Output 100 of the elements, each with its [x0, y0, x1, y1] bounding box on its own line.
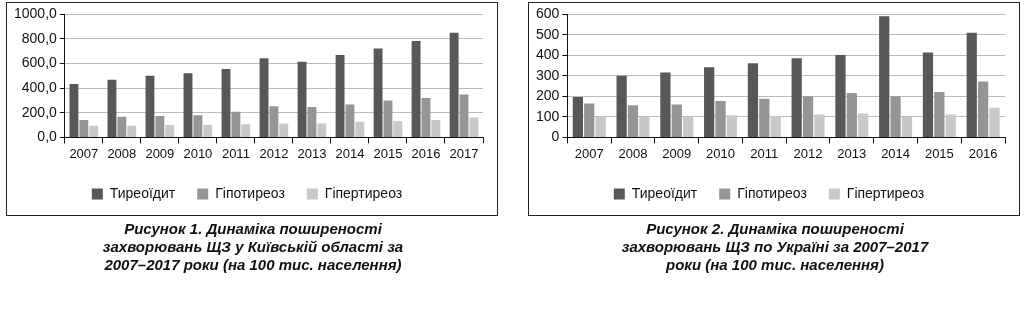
bar — [978, 81, 989, 137]
bar — [145, 75, 155, 137]
bar — [814, 114, 825, 137]
x-tick-label: 2013 — [297, 145, 327, 161]
x-tick-label: 2012 — [259, 145, 289, 161]
bar — [221, 69, 231, 137]
bar — [259, 58, 269, 137]
bar — [879, 16, 890, 137]
bar — [335, 54, 345, 137]
x-tick-label: 2013 — [837, 145, 867, 161]
text: Рисунок 1. Динаміка поширеності захворювань ЩЗ у Київській області за 2007–2017 роки (на 100 тис. населення) — [101, 220, 405, 274]
bar — [616, 75, 627, 137]
bar — [945, 114, 956, 137]
bar — [383, 100, 393, 137]
y-tick-label: 400 — [536, 46, 560, 63]
bar — [683, 116, 694, 137]
x-tick-label: 2010 — [183, 145, 213, 161]
bar — [934, 92, 945, 137]
x-tick-label: 2015 — [373, 145, 403, 161]
bar — [802, 96, 814, 137]
bar — [107, 79, 117, 137]
x-tick-label: 2016 — [968, 145, 998, 161]
bar — [704, 67, 715, 137]
y-tick-label: 100 — [536, 107, 560, 124]
y-tick-label: 200 — [536, 87, 560, 104]
x-tick-label: 2011 — [750, 145, 779, 161]
y-tick-label: 600,0 — [21, 54, 58, 71]
x-tick-label: 2016 — [411, 145, 441, 161]
bar — [89, 125, 99, 137]
bar — [966, 32, 977, 137]
legend-label: Гіпотиреоз — [215, 184, 285, 201]
x-tick-label: 2014 — [881, 145, 911, 161]
bar — [269, 106, 279, 137]
bar — [373, 48, 383, 137]
legend-label: Гіпотиреоз — [737, 184, 807, 201]
bar — [901, 116, 913, 137]
bar — [449, 32, 459, 137]
y-tick-label: 200,0 — [21, 103, 58, 120]
x-tick-label: 2011 — [221, 145, 250, 161]
x-tick-label: 2009 — [662, 145, 692, 161]
bar — [165, 125, 175, 137]
bar — [858, 113, 869, 137]
bar — [759, 98, 770, 137]
x-tick-label: 2007 — [69, 145, 99, 161]
x-tick-label: 2017 — [449, 145, 479, 161]
bar — [846, 92, 857, 137]
bar — [421, 97, 431, 137]
bar — [155, 116, 165, 137]
bar — [835, 54, 846, 137]
y-tick-label: 0 — [551, 128, 560, 145]
bar — [127, 125, 137, 137]
legend-label: Тиреоїдит — [631, 184, 698, 201]
bar — [715, 101, 726, 137]
bar — [627, 105, 639, 137]
y-tick-label: 600 — [536, 5, 560, 22]
bar — [671, 104, 682, 137]
x-tick-label: 2009 — [145, 145, 175, 161]
bar — [69, 83, 79, 137]
y-tick-label: 0,0 — [37, 128, 58, 145]
bar — [279, 123, 289, 137]
legend-label: Гіпертиреоз — [324, 184, 403, 201]
bar — [989, 107, 1000, 137]
x-tick-label: 2015 — [924, 145, 954, 161]
bar — [747, 63, 759, 137]
bar — [203, 125, 213, 137]
x-tick-label: 2012 — [793, 145, 823, 161]
bar — [770, 116, 781, 137]
bar — [431, 120, 441, 137]
bar — [726, 115, 738, 137]
bar — [183, 73, 193, 137]
y-tick-label: 800,0 — [21, 29, 58, 46]
bar — [595, 116, 606, 137]
bar — [345, 104, 355, 137]
bar — [79, 120, 89, 137]
bar — [117, 116, 127, 137]
y-tick-label: 400,0 — [21, 79, 58, 96]
y-tick-label: 500 — [536, 25, 560, 42]
bar — [660, 72, 671, 137]
bar — [193, 115, 203, 137]
y-tick-label: 1000,0 — [13, 5, 58, 22]
y-tick-label: 300 — [536, 66, 560, 83]
legend-label: Гіпертиреоз — [846, 184, 925, 201]
x-tick-label: 2008 — [107, 145, 137, 161]
bar — [639, 116, 650, 137]
bar — [355, 121, 365, 137]
x-tick-label: 2008 — [618, 145, 648, 161]
bar — [231, 111, 241, 137]
bar — [393, 120, 403, 137]
text: Рисунок 2. Динаміка поширеності захворювань ЩЗ по Україні за 2007–2017 роки (на 100 тис. населення) — [620, 220, 930, 274]
bar — [297, 61, 307, 137]
bar — [922, 52, 934, 137]
bar — [307, 106, 317, 137]
x-tick-label: 2010 — [706, 145, 735, 161]
bar — [584, 103, 595, 137]
bar — [317, 123, 327, 137]
x-tick-label: 2014 — [335, 145, 365, 161]
bar — [791, 58, 802, 137]
bar — [890, 96, 901, 137]
bar — [469, 117, 479, 137]
legend-label: Тиреоїдит — [109, 184, 176, 201]
